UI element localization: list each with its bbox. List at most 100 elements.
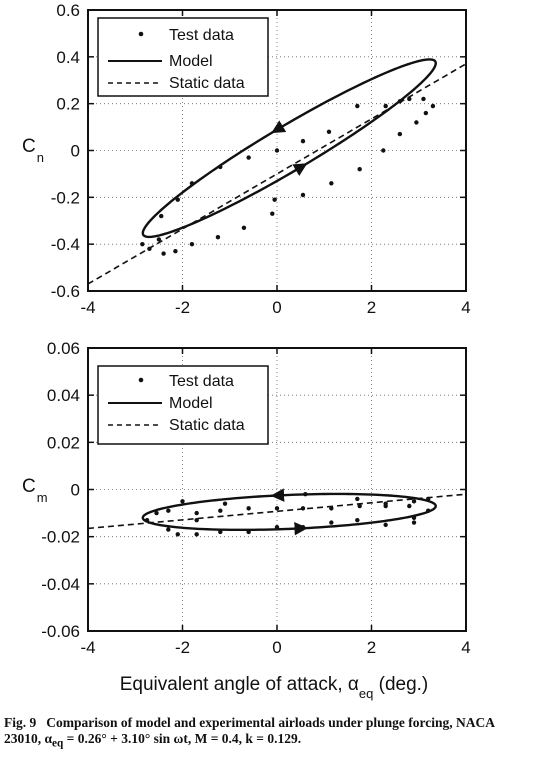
cn-test-point xyxy=(241,225,247,230)
cm-test-point xyxy=(300,525,306,530)
cm-test-point xyxy=(180,499,185,504)
cm-test-point xyxy=(407,503,412,509)
cm-test-point xyxy=(357,503,362,509)
cm-legend: Test data Model Static data xyxy=(97,365,269,445)
cn-ticks xyxy=(87,9,467,292)
cn-test-point xyxy=(274,148,280,153)
cm-test-point xyxy=(426,496,431,502)
cm-test-point xyxy=(303,492,308,497)
cm-legend-static-label: Static data xyxy=(169,417,245,434)
cm-test-point xyxy=(383,522,388,528)
cm-y-tick-label: 0.02 xyxy=(47,433,80,452)
cm-test-point xyxy=(300,506,306,511)
cm-test-point xyxy=(154,510,159,516)
cn-x-tick-label: 2 xyxy=(367,298,376,317)
cn-direction-arrow xyxy=(292,163,308,176)
cm-test-point xyxy=(411,515,417,520)
cm-test-point xyxy=(166,508,171,513)
cn-test-point xyxy=(355,103,360,109)
cn-y-tick-label: 0 xyxy=(71,142,80,161)
cn-y-tick-label: -0.4 xyxy=(51,235,80,254)
cn-test-point xyxy=(329,181,334,186)
cm-test-point xyxy=(411,520,417,525)
cn-x-tick-label: -2 xyxy=(175,298,190,317)
cm-test-point xyxy=(166,527,171,532)
cn-test-point xyxy=(272,197,277,202)
cn-y-tick-label: -0.2 xyxy=(51,188,80,207)
cm-test-point xyxy=(194,510,199,516)
cn-x-tick-label: -4 xyxy=(80,298,95,317)
cn-test-point xyxy=(430,103,436,109)
cm-chart: 0.06 0.04 0.02 0 -0.02 -0.04 -0.06 Cm Equivale… xyxy=(22,339,471,701)
cm-test-point xyxy=(426,508,431,513)
figure: 0.6 0.4 0.2 0 -0.2 -0.4 -0.6 Cn Test data Mode… xyxy=(22,1,471,701)
cn-test-point xyxy=(215,234,221,240)
cn-test-point xyxy=(357,167,362,172)
cn-test-points xyxy=(140,96,436,256)
cn-legend-model-label: Model xyxy=(169,53,213,70)
cm-test-point xyxy=(218,529,223,535)
cm-test-point xyxy=(329,520,334,525)
cm-y-axis-label: Cm xyxy=(22,476,48,505)
cn-static-line xyxy=(87,63,467,285)
cn-test-point xyxy=(173,248,178,254)
cm-y-tick-label: 0 xyxy=(71,481,80,500)
cm-test-point xyxy=(175,532,180,537)
cn-y-axis-label: Cn xyxy=(22,136,44,165)
cn-test-point xyxy=(140,241,145,247)
cm-test-point xyxy=(246,506,251,511)
cm-y-tick-label: 0.06 xyxy=(47,339,80,358)
cm-x-tick-label: 2 xyxy=(367,638,376,657)
cm-legend-box xyxy=(97,365,269,445)
cm-legend-model-label: Model xyxy=(169,395,213,412)
cn-test-point xyxy=(397,99,403,104)
cm-test-point xyxy=(222,501,228,506)
cn-model-curve xyxy=(141,58,437,239)
cm-y-tick-labels: 0.06 0.04 0.02 0 -0.02 -0.04 -0.06 xyxy=(41,339,80,641)
cm-test-point xyxy=(274,506,280,511)
cn-test-point xyxy=(397,131,403,137)
cn-legend: Test data Model Static data xyxy=(97,17,269,97)
cm-static-line xyxy=(87,493,467,530)
cn-test-point xyxy=(300,192,306,198)
cn-legend-test-label: Test data xyxy=(169,27,234,44)
figure-caption: Fig. 9 Comparison of model and experiment… xyxy=(4,715,529,752)
cn-test-point xyxy=(147,246,152,252)
cn-test-point xyxy=(300,138,306,144)
cm-x-tick-label: 0 xyxy=(272,638,281,657)
cm-y-tick-label: -0.02 xyxy=(41,528,80,547)
cn-test-point xyxy=(189,241,195,247)
caption-tail: = 0.26° + 3.10° sin ωt, M = 0.4, k = 0.1… xyxy=(63,731,302,746)
cn-test-point xyxy=(175,197,180,202)
cn-model-loop xyxy=(141,58,437,239)
cn-test-point xyxy=(218,164,223,170)
cn-x-tick-label: 4 xyxy=(461,298,470,317)
cn-test-point xyxy=(407,96,412,102)
cn-test-point xyxy=(423,110,429,116)
cm-test-point xyxy=(355,496,360,502)
cm-test-point xyxy=(194,517,199,523)
cn-test-point xyxy=(381,148,386,153)
cn-direction-arrow xyxy=(271,120,287,134)
cn-test-point xyxy=(270,211,275,216)
cn-legend-test-marker xyxy=(138,31,144,37)
cn-chart: 0.6 0.4 0.2 0 -0.2 -0.4 -0.6 Cn Test data Mode… xyxy=(22,1,471,317)
caption-subscript: eq xyxy=(52,737,64,750)
cn-test-point xyxy=(421,96,426,102)
cn-test-point xyxy=(159,213,164,219)
cm-y-tick-label: 0.04 xyxy=(47,386,80,405)
caption-text: Comparison of model and experimental air… xyxy=(4,715,495,746)
cn-static-data-line xyxy=(87,63,467,285)
cn-test-point xyxy=(161,251,166,256)
cn-test-point xyxy=(189,181,195,186)
cn-test-point xyxy=(246,155,251,160)
cm-test-point xyxy=(218,508,223,513)
cm-x-tick-label: -2 xyxy=(175,638,190,657)
cm-test-point xyxy=(355,517,360,523)
cm-test-point xyxy=(246,529,251,535)
cm-static-data-line xyxy=(87,493,467,530)
cm-test-point xyxy=(383,501,388,506)
caption-label: Fig. 9 xyxy=(4,715,37,730)
cm-test-point xyxy=(274,525,280,530)
cn-x-tick-label: 0 xyxy=(272,298,281,317)
